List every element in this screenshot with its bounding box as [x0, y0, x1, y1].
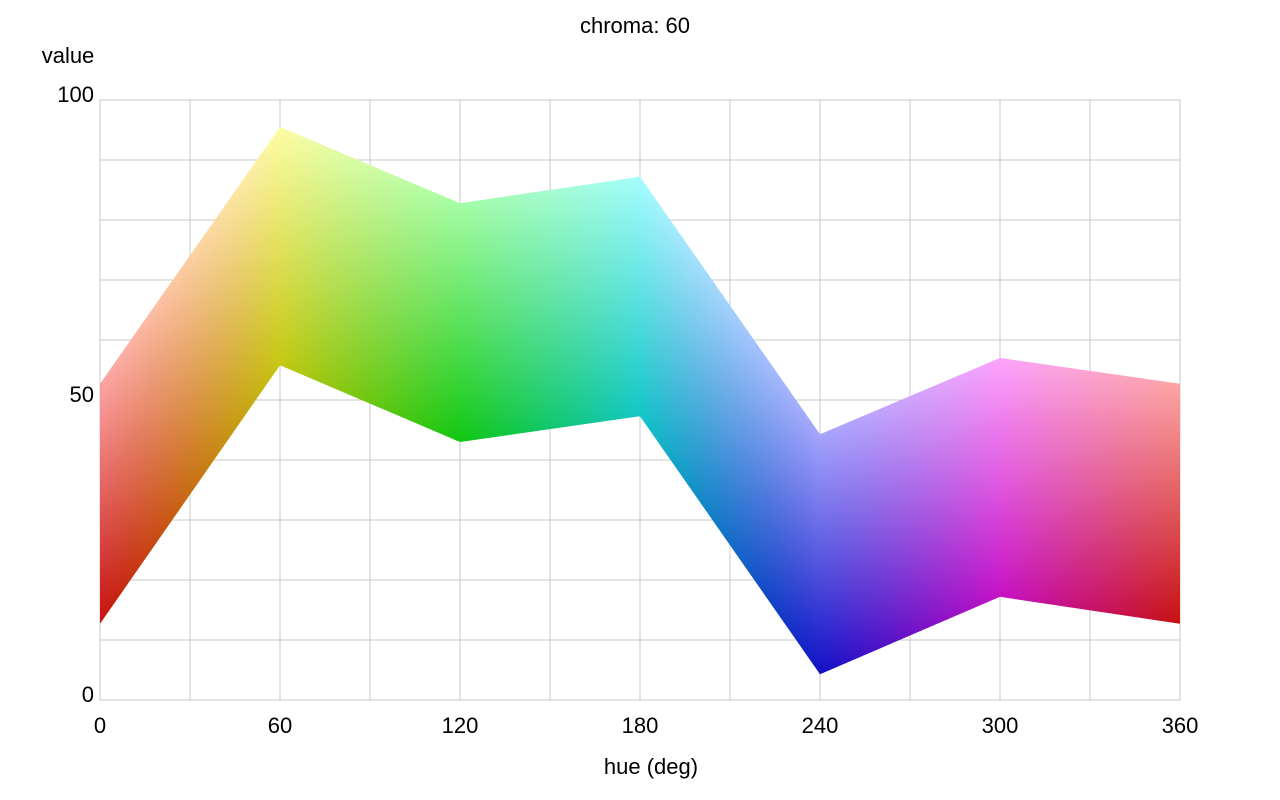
- x-tick-label: 300: [982, 713, 1019, 738]
- x-axis-label: hue (deg): [604, 754, 698, 779]
- y-tick-label: 0: [82, 682, 94, 707]
- x-tick-label: 120: [442, 713, 479, 738]
- x-tick-label: 240: [802, 713, 839, 738]
- x-tick-label: 360: [1162, 713, 1199, 738]
- x-tick-label: 180: [622, 713, 659, 738]
- y-tick-label: 50: [70, 382, 94, 407]
- y-axis-label: value: [42, 43, 95, 68]
- band-fill: [100, 127, 1180, 675]
- x-tick-label: 60: [268, 713, 292, 738]
- y-tick-label: 100: [57, 82, 94, 107]
- x-tick-label: 0: [94, 713, 106, 738]
- chart-title: chroma: 60: [580, 13, 690, 38]
